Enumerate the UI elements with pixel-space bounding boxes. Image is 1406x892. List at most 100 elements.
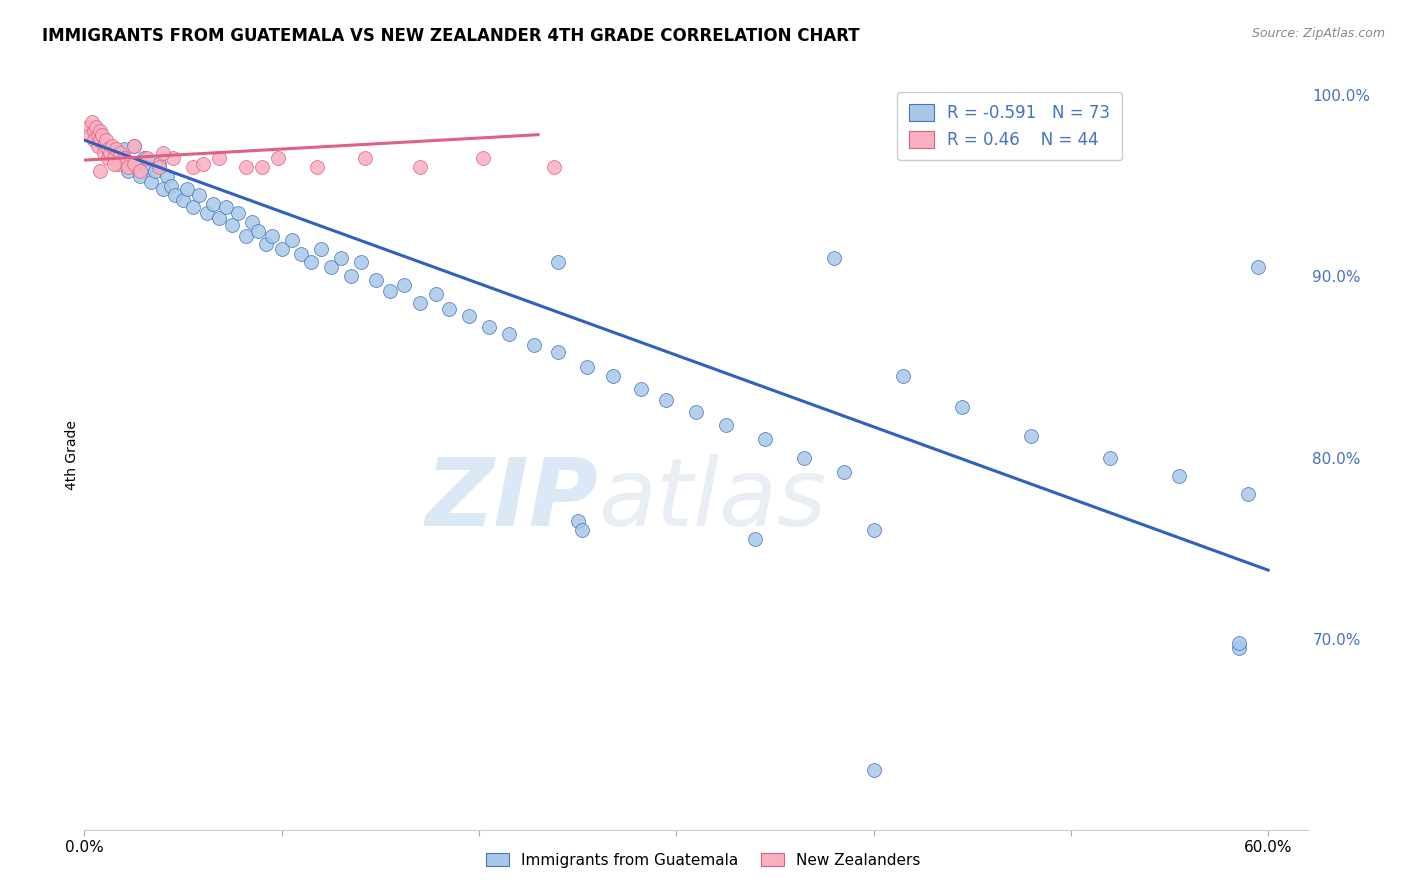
Point (498, 327, 520, 342)
Point (221, 219, 243, 233)
Point (1168, 468, 1191, 483)
Point (280, 233, 302, 247)
Point (103, 157, 125, 171)
Point (630, 382, 652, 396)
Point (862, 523, 884, 537)
Point (547, 254, 569, 268)
Text: IMMIGRANTS FROM GUATEMALA VS NEW ZEALANDER 4TH GRADE CORRELATION CHART: IMMIGRANTS FROM GUATEMALA VS NEW ZEALAND… (42, 27, 860, 45)
Point (1237, 487, 1260, 501)
Point (152, 145, 174, 160)
Point (181, 200, 204, 214)
Point (136, 161, 159, 175)
Point (152, 182, 174, 196)
Point (744, 533, 766, 547)
Point (101, 147, 124, 161)
Point (290, 247, 312, 261)
Point (191, 157, 214, 171)
Point (307, 161, 329, 175)
Point (172, 193, 194, 207)
Point (754, 433, 776, 447)
Point (793, 450, 815, 465)
Point (94, 133, 117, 147)
Point (84, 120, 107, 135)
Point (83, 124, 105, 138)
Text: atlas: atlas (598, 454, 827, 545)
Point (685, 405, 707, 419)
Point (89, 164, 111, 178)
Point (181, 161, 204, 175)
Point (254, 236, 277, 251)
Point (576, 359, 599, 374)
Point (128, 164, 150, 178)
Point (108, 155, 131, 169)
Point (235, 161, 257, 175)
Point (602, 369, 624, 384)
Point (79, 128, 101, 142)
Point (160, 178, 183, 193)
Point (215, 200, 238, 214)
Legend: R = -0.591   N = 73, R = 0.46    N = 44: R = -0.591 N = 73, R = 0.46 N = 44 (897, 93, 1122, 161)
Point (98, 145, 121, 160)
Point (128, 169, 150, 184)
Point (93, 145, 115, 160)
Point (226, 205, 249, 219)
Point (207, 151, 229, 165)
Point (165, 187, 187, 202)
Point (240, 215, 263, 229)
Point (93, 138, 115, 153)
Point (1227, 636, 1250, 650)
Point (141, 175, 163, 189)
Point (104, 142, 127, 156)
Point (235, 229, 257, 244)
Point (250, 161, 273, 175)
Point (409, 296, 432, 310)
Point (862, 763, 884, 777)
Point (1227, 641, 1250, 656)
Point (339, 269, 361, 284)
Point (655, 392, 678, 407)
Point (543, 161, 565, 175)
Point (122, 157, 145, 171)
Point (89, 124, 111, 138)
Point (349, 254, 371, 268)
Point (87, 128, 110, 142)
Point (195, 205, 218, 219)
Point (714, 417, 737, 432)
Point (117, 161, 139, 175)
Point (107, 157, 129, 171)
Point (260, 229, 283, 244)
Point (329, 251, 352, 265)
Point (471, 151, 494, 165)
Point (547, 345, 569, 359)
Point (1099, 450, 1122, 465)
Point (439, 301, 461, 316)
Point (82, 115, 104, 129)
Point (299, 254, 322, 268)
Point (201, 196, 224, 211)
Point (136, 151, 159, 165)
Text: Source: ZipAtlas.com: Source: ZipAtlas.com (1251, 27, 1385, 40)
Point (187, 187, 209, 202)
Point (319, 260, 342, 274)
Point (124, 161, 146, 175)
Point (145, 164, 167, 178)
Point (112, 151, 135, 165)
Point (380, 284, 402, 298)
Point (267, 151, 290, 165)
Point (823, 251, 845, 265)
Y-axis label: 4th Grade: 4th Grade (65, 420, 79, 490)
Point (523, 338, 546, 352)
Point (103, 151, 125, 165)
Point (108, 145, 131, 160)
Point (77, 120, 100, 135)
Point (83, 133, 105, 147)
Point (97, 151, 120, 165)
Point (89, 133, 111, 147)
Point (950, 400, 973, 414)
Point (458, 309, 481, 323)
Point (112, 142, 135, 156)
Point (425, 287, 447, 301)
Point (132, 151, 155, 165)
Point (1021, 429, 1043, 443)
Point (891, 369, 914, 384)
